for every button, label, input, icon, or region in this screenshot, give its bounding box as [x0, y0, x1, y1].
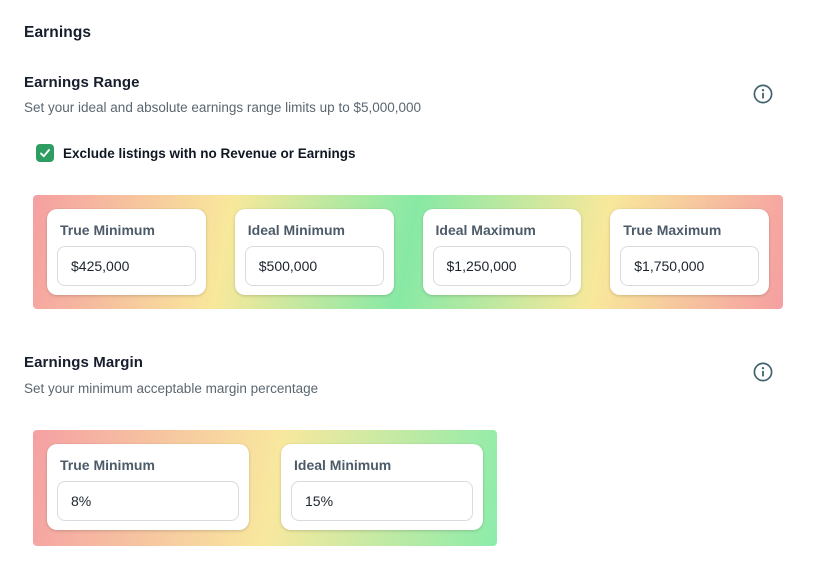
ideal-maximum-input[interactable] [432, 246, 572, 286]
card-true-maximum: True Maximum [610, 209, 769, 295]
checkbox-checked-icon[interactable] [36, 144, 54, 162]
section-description-earnings-range: Set your ideal and absolute earnings ran… [24, 100, 422, 115]
true-maximum-input[interactable] [620, 246, 759, 286]
earnings-margin-gradient-panel: True Minimum Ideal Minimum [33, 430, 497, 546]
info-icon-glyph [753, 362, 773, 382]
page-title: Earnings [24, 24, 92, 41]
card-margin-true-minimum: True Minimum [47, 444, 249, 530]
checkbox-label: Exclude listings with no Revenue or Earn… [63, 145, 356, 161]
card-ideal-maximum: Ideal Maximum [422, 209, 582, 295]
field-label: Ideal Minimum [294, 457, 392, 473]
card-margin-ideal-minimum: Ideal Minimum [281, 444, 483, 530]
info-icon[interactable] [752, 83, 774, 105]
true-minimum-input[interactable] [57, 246, 196, 286]
field-label: True Minimum [60, 222, 155, 238]
margin-ideal-minimum-input[interactable] [291, 481, 473, 521]
field-label: True Maximum [623, 222, 722, 238]
section-heading-earnings-margin: Earnings Margin [24, 354, 144, 371]
field-label: Ideal Minimum [247, 222, 345, 238]
check-icon [40, 149, 50, 158]
earnings-range-gradient-panel: True Minimum Ideal Minimum Ideal Maximum… [33, 195, 783, 309]
card-true-minimum: True Minimum [47, 209, 206, 295]
card-ideal-minimum: Ideal Minimum [234, 209, 394, 295]
section-description-earnings-margin: Set your minimum acceptable margin perce… [24, 381, 319, 396]
info-icon[interactable] [752, 361, 774, 383]
margin-true-minimum-input[interactable] [57, 481, 239, 521]
section-heading-earnings-range: Earnings Range [24, 74, 140, 91]
field-label: True Minimum [60, 457, 155, 473]
field-label: Ideal Maximum [435, 222, 536, 238]
ideal-minimum-input[interactable] [244, 246, 384, 286]
exclude-listings-checkbox-row[interactable]: Exclude listings with no Revenue or Earn… [36, 144, 356, 162]
info-icon-glyph [753, 84, 773, 104]
